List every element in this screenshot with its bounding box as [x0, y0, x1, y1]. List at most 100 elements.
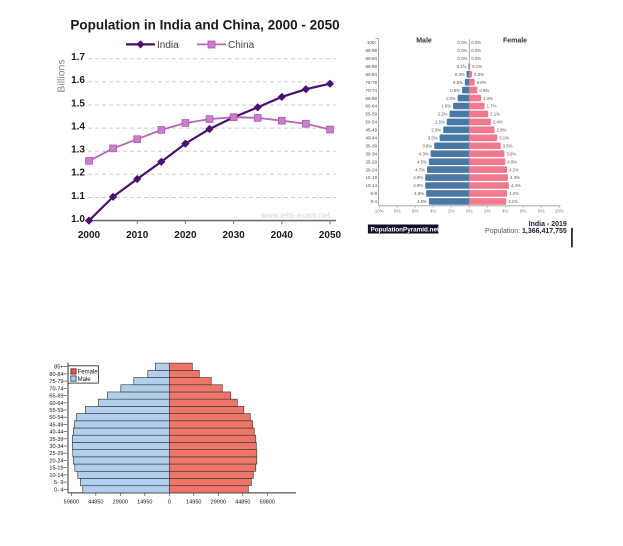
- svg-text:2010: 2010: [126, 230, 149, 241]
- svg-text:20-24: 20-24: [365, 167, 377, 172]
- svg-text:www.ielts-exam.net: www.ielts-exam.net: [260, 211, 331, 220]
- svg-text:0%: 0%: [466, 208, 473, 213]
- svg-text:Population: 1,366,417,755: Population: 1,366,417,755: [485, 228, 567, 235]
- svg-text:50-54: 50-54: [365, 120, 377, 125]
- svg-text:35-39: 35-39: [49, 437, 63, 443]
- svg-text:29900: 29900: [113, 499, 128, 505]
- svg-text:4.9%: 4.9%: [413, 183, 423, 188]
- svg-text:14950: 14950: [186, 499, 201, 505]
- svg-text:1.4: 1.4: [71, 122, 85, 133]
- svg-text:55-59: 55-59: [365, 112, 377, 117]
- svg-text:4.5%: 4.5%: [417, 159, 427, 164]
- svg-text:1.3: 1.3: [71, 145, 85, 156]
- svg-text:Population in India and China,: Population in India and China, 2000 - 20…: [70, 18, 339, 33]
- svg-text:45-49: 45-49: [365, 128, 377, 133]
- svg-text:2.9%: 2.9%: [431, 128, 441, 133]
- svg-text:1.2: 1.2: [71, 168, 85, 179]
- svg-text:65-69: 65-69: [49, 394, 63, 400]
- svg-text:Billions: Billions: [56, 59, 68, 92]
- svg-text:1.3%: 1.3%: [446, 96, 456, 101]
- svg-text:2.1%: 2.1%: [490, 112, 500, 117]
- svg-text:75-79: 75-79: [365, 80, 377, 85]
- svg-text:0: 0: [168, 499, 171, 505]
- svg-text:8%: 8%: [538, 208, 545, 213]
- svg-text:0.5%: 0.5%: [453, 80, 463, 85]
- svg-text:4%: 4%: [430, 208, 437, 213]
- svg-text:China: China: [228, 40, 255, 51]
- svg-text:3.3%: 3.3%: [428, 136, 438, 141]
- svg-text:0.0%: 0.0%: [471, 40, 481, 45]
- svg-text:3.1%: 3.1%: [499, 136, 509, 141]
- svg-text:2.8%: 2.8%: [497, 128, 507, 133]
- svg-text:25-29: 25-29: [365, 159, 377, 164]
- svg-text:3.5%: 3.5%: [503, 143, 513, 148]
- svg-text:0.8%: 0.8%: [450, 88, 460, 93]
- svg-text:75-79: 75-79: [49, 379, 63, 385]
- svg-text:4.3%: 4.3%: [510, 175, 520, 180]
- svg-text:0.9%: 0.9%: [479, 88, 489, 93]
- svg-text:Male: Male: [78, 377, 92, 383]
- svg-text:0.3%: 0.3%: [474, 72, 484, 77]
- svg-text:85-89: 85-89: [365, 64, 377, 69]
- svg-text:70-74: 70-74: [365, 88, 377, 93]
- svg-text:35-39: 35-39: [365, 143, 377, 148]
- svg-text:Female: Female: [78, 370, 99, 376]
- svg-text:4.7%: 4.7%: [415, 167, 425, 172]
- svg-text:3.9%: 3.9%: [506, 151, 516, 156]
- svg-text:10-14: 10-14: [365, 183, 377, 188]
- svg-text:0.0%: 0.0%: [471, 48, 481, 53]
- svg-text:5- 9: 5- 9: [54, 480, 63, 486]
- svg-text:80-84: 80-84: [49, 372, 63, 378]
- svg-text:1.5: 1.5: [71, 98, 85, 109]
- svg-text:Female: Female: [503, 38, 527, 45]
- svg-text:2020: 2020: [174, 230, 197, 241]
- svg-text:20-24: 20-24: [49, 459, 63, 465]
- svg-text:0.6%: 0.6%: [477, 80, 487, 85]
- svg-text:4.2%: 4.2%: [509, 191, 519, 196]
- svg-text:2%: 2%: [484, 208, 491, 213]
- svg-text:59800: 59800: [260, 499, 275, 505]
- svg-text:44850: 44850: [88, 499, 103, 505]
- svg-text:30-34: 30-34: [49, 444, 63, 450]
- svg-text:5-9: 5-9: [370, 191, 377, 196]
- svg-text:0- 4: 0- 4: [54, 487, 63, 493]
- svg-text:2000: 2000: [78, 230, 101, 241]
- svg-text:2030: 2030: [222, 230, 245, 241]
- svg-text:PopulationPyramid.net: PopulationPyramid.net: [371, 227, 440, 234]
- svg-text:60-64: 60-64: [49, 401, 63, 407]
- svg-text:1.0: 1.0: [71, 214, 85, 225]
- svg-text:30-34: 30-34: [365, 151, 377, 156]
- svg-text:15-19: 15-19: [365, 175, 377, 180]
- svg-text:4.1%: 4.1%: [508, 199, 518, 204]
- svg-text:100+: 100+: [367, 40, 378, 45]
- svg-text:2%: 2%: [448, 208, 455, 213]
- svg-text:59800: 59800: [64, 499, 79, 505]
- svg-text:6%: 6%: [412, 208, 419, 213]
- svg-text:India: India: [157, 40, 179, 51]
- svg-text:44850: 44850: [235, 499, 250, 505]
- svg-text:0.0%: 0.0%: [458, 56, 468, 61]
- svg-text:45-49: 45-49: [49, 422, 63, 428]
- svg-text:8%: 8%: [394, 208, 401, 213]
- svg-text:2050: 2050: [319, 230, 342, 241]
- svg-text:4.3%: 4.3%: [419, 151, 429, 156]
- svg-text:0.3%: 0.3%: [455, 72, 465, 77]
- svg-text:14950: 14950: [137, 499, 152, 505]
- svg-text:4.0%: 4.0%: [507, 159, 517, 164]
- svg-text:95-99: 95-99: [365, 48, 377, 53]
- svg-text:1.7%: 1.7%: [487, 104, 497, 109]
- svg-text:4.4%: 4.4%: [511, 183, 521, 188]
- svg-text:1.3%: 1.3%: [483, 96, 493, 101]
- svg-text:90-94: 90-94: [365, 56, 377, 61]
- svg-text:1.7: 1.7: [71, 52, 85, 63]
- svg-text:4.9%: 4.9%: [413, 175, 423, 180]
- svg-text:10-14: 10-14: [49, 473, 63, 479]
- svg-text:1.6: 1.6: [71, 75, 85, 86]
- svg-text:40-44: 40-44: [365, 136, 377, 141]
- svg-text:0-4: 0-4: [370, 199, 377, 204]
- svg-text:85+: 85+: [54, 365, 63, 371]
- svg-text:0.0%: 0.0%: [471, 56, 481, 61]
- svg-text:1.8%: 1.8%: [441, 104, 451, 109]
- svg-text:4%: 4%: [502, 208, 509, 213]
- svg-text:25-29: 25-29: [49, 451, 63, 457]
